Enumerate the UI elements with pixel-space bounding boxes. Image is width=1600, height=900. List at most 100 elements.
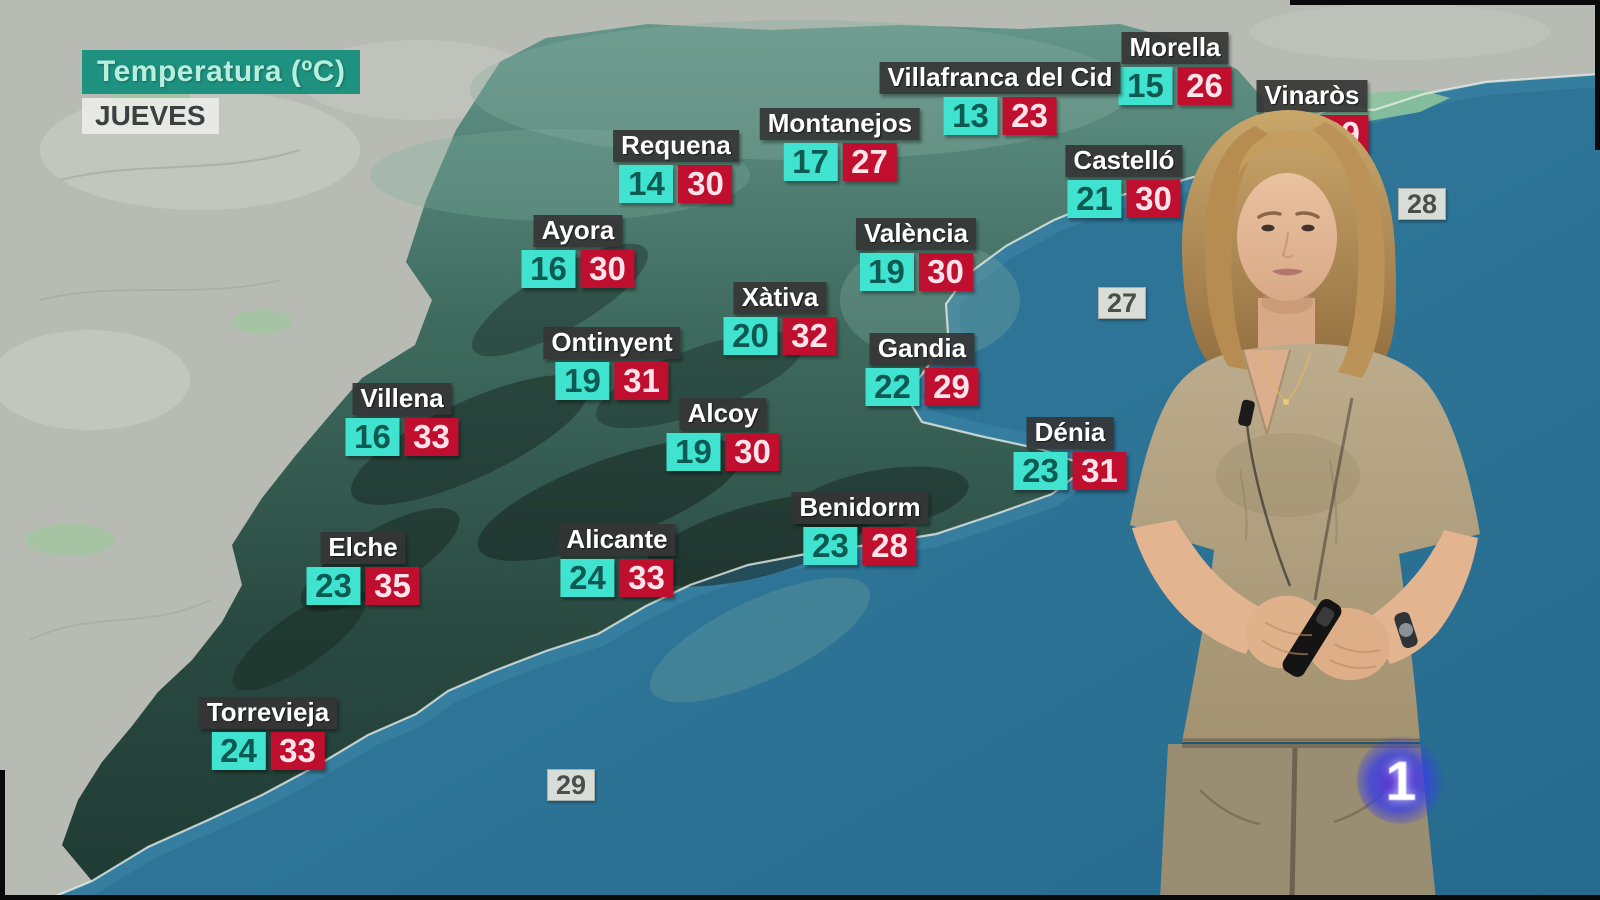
min-temperature: 14	[619, 165, 674, 203]
max-temperature: 31	[614, 362, 669, 400]
city-temps: 19 30	[859, 253, 973, 291]
min-temperature: 19	[666, 433, 721, 471]
face-features	[1257, 211, 1320, 276]
min-temperature: 19	[859, 253, 914, 291]
max-temperature: 30	[918, 253, 973, 291]
hair-right-side	[1312, 122, 1385, 378]
finger-lines	[1261, 621, 1381, 669]
min-temperature: 16	[521, 250, 576, 288]
city-temps: 19 30	[666, 433, 780, 471]
frame-bar-right-top	[1595, 0, 1600, 150]
city-label-gandia: Gandia 22 29	[865, 333, 979, 406]
hair-fringe	[1238, 130, 1340, 176]
max-temperature: 35	[365, 567, 420, 605]
city-name: Dénia	[1026, 417, 1114, 449]
city-name: Villafranca del Cid	[879, 62, 1121, 94]
necklace-pendant	[1283, 399, 1289, 405]
min-temperature: 19	[555, 362, 610, 400]
remote-control	[1282, 599, 1342, 677]
left-forearm	[1132, 520, 1266, 654]
city-name: Benidorm	[791, 492, 929, 524]
vneck-skin	[1243, 350, 1290, 434]
city-label-val-ncia: València 19 30	[855, 218, 977, 291]
city-label-ayora: Ayora 16 30	[521, 215, 635, 288]
page-title: Temperatura (ºC)	[82, 50, 361, 94]
max-temperature: 33	[619, 559, 674, 597]
city-name: Requena	[613, 130, 739, 162]
max-temperature: 30	[1126, 180, 1181, 218]
min-temperature: 23	[306, 567, 361, 605]
city-name: Xàtiva	[733, 282, 827, 314]
city-name: Alicante	[558, 524, 676, 556]
right-forearm	[1368, 530, 1478, 664]
city-label-torrevieja: Torrevieja 24 33	[198, 697, 338, 770]
city-temps: 23 35	[306, 567, 420, 605]
day-label: JUEVES	[82, 98, 219, 134]
trouser-crease	[1289, 747, 1298, 900]
max-temperature: 26	[1177, 67, 1232, 105]
sea-temperature-label: 27	[1097, 287, 1147, 319]
frame-bar-top-right	[1290, 0, 1600, 5]
city-temps: 19 31	[555, 362, 669, 400]
city-label-benidorm: Benidorm 23 28	[791, 492, 929, 565]
max-temperature: 30	[580, 250, 635, 288]
min-temperature: 15	[1118, 67, 1173, 105]
channel-logo-la1: 1	[1357, 736, 1445, 824]
wrist-watch	[1394, 611, 1418, 649]
min-temperature: 16	[345, 418, 400, 456]
max-temperature: 30	[678, 165, 733, 203]
city-name: Ontinyent	[543, 327, 681, 359]
city-temps: 16 33	[345, 418, 459, 456]
max-temperature: 27	[842, 143, 897, 181]
city-temps: 20 32	[723, 317, 837, 355]
city-name: Elche	[320, 532, 406, 564]
city-temps: 23 28	[803, 527, 917, 565]
max-temperature: 33	[404, 418, 459, 456]
max-temperature: 23	[1002, 97, 1057, 135]
mic-cord	[1245, 423, 1292, 587]
max-temperature: 29	[924, 368, 979, 406]
city-label-d-nia: Dénia 23 31	[1013, 417, 1127, 490]
city-name: Montanejos	[759, 108, 921, 140]
min-temperature: 13	[943, 97, 998, 135]
min-temperature: 17	[783, 143, 838, 181]
city-temps: 16 30	[521, 250, 635, 288]
city-label-alcoy: Alcoy 19 30	[666, 398, 780, 471]
city-label-montanejos: Montanejos 17 27	[759, 108, 921, 181]
max-temperature: 28	[862, 527, 917, 565]
city-name: Villena	[352, 383, 452, 415]
city-temps: 24 33	[560, 559, 674, 597]
min-temperature: 21	[1067, 180, 1122, 218]
frame-bar-bottom	[0, 895, 1600, 900]
blouse-folds	[1239, 459, 1338, 546]
city-label-requena: Requena 14 30	[613, 130, 739, 203]
min-temperature: 20	[723, 317, 778, 355]
city-temps: 21 30	[1067, 180, 1181, 218]
max-temperature: 32	[782, 317, 837, 355]
city-label-castell-: Castelló 21 30	[1065, 145, 1183, 218]
city-label-ontinyent: Ontinyent 19 31	[543, 327, 681, 400]
city-label-elche: Elche 23 35	[306, 532, 420, 605]
city-label-villafranca-del-cid: Villafranca del Cid 13 23	[879, 62, 1121, 135]
sea-temperature-label: 28	[1397, 188, 1447, 220]
min-temperature: 23	[1013, 452, 1068, 490]
city-temps: 17 27	[783, 143, 897, 181]
city-temps: 15 26	[1118, 67, 1232, 105]
min-temperature: 24	[211, 732, 266, 770]
max-temperature: 30	[725, 433, 780, 471]
sea-temperature-label: 29	[546, 769, 596, 801]
cable-shadow	[1313, 397, 1354, 601]
city-temps: 22 29	[865, 368, 979, 406]
city-name: Torrevieja	[198, 697, 338, 729]
city-name: Alcoy	[679, 398, 767, 430]
city-name: Vinaròs	[1256, 80, 1368, 112]
city-name: Gandia	[869, 333, 975, 365]
city-temps: 14 30	[619, 165, 733, 203]
max-temperature: 31	[1072, 452, 1127, 490]
min-temperature: 24	[560, 559, 615, 597]
logo-digit: 1	[1385, 748, 1417, 812]
city-label-x-tiva: Xàtiva 20 32	[723, 282, 837, 355]
city-temps: 24 33	[211, 732, 325, 770]
city-label-alicante: Alicante 24 33	[558, 524, 676, 597]
city-name: València	[855, 218, 977, 250]
